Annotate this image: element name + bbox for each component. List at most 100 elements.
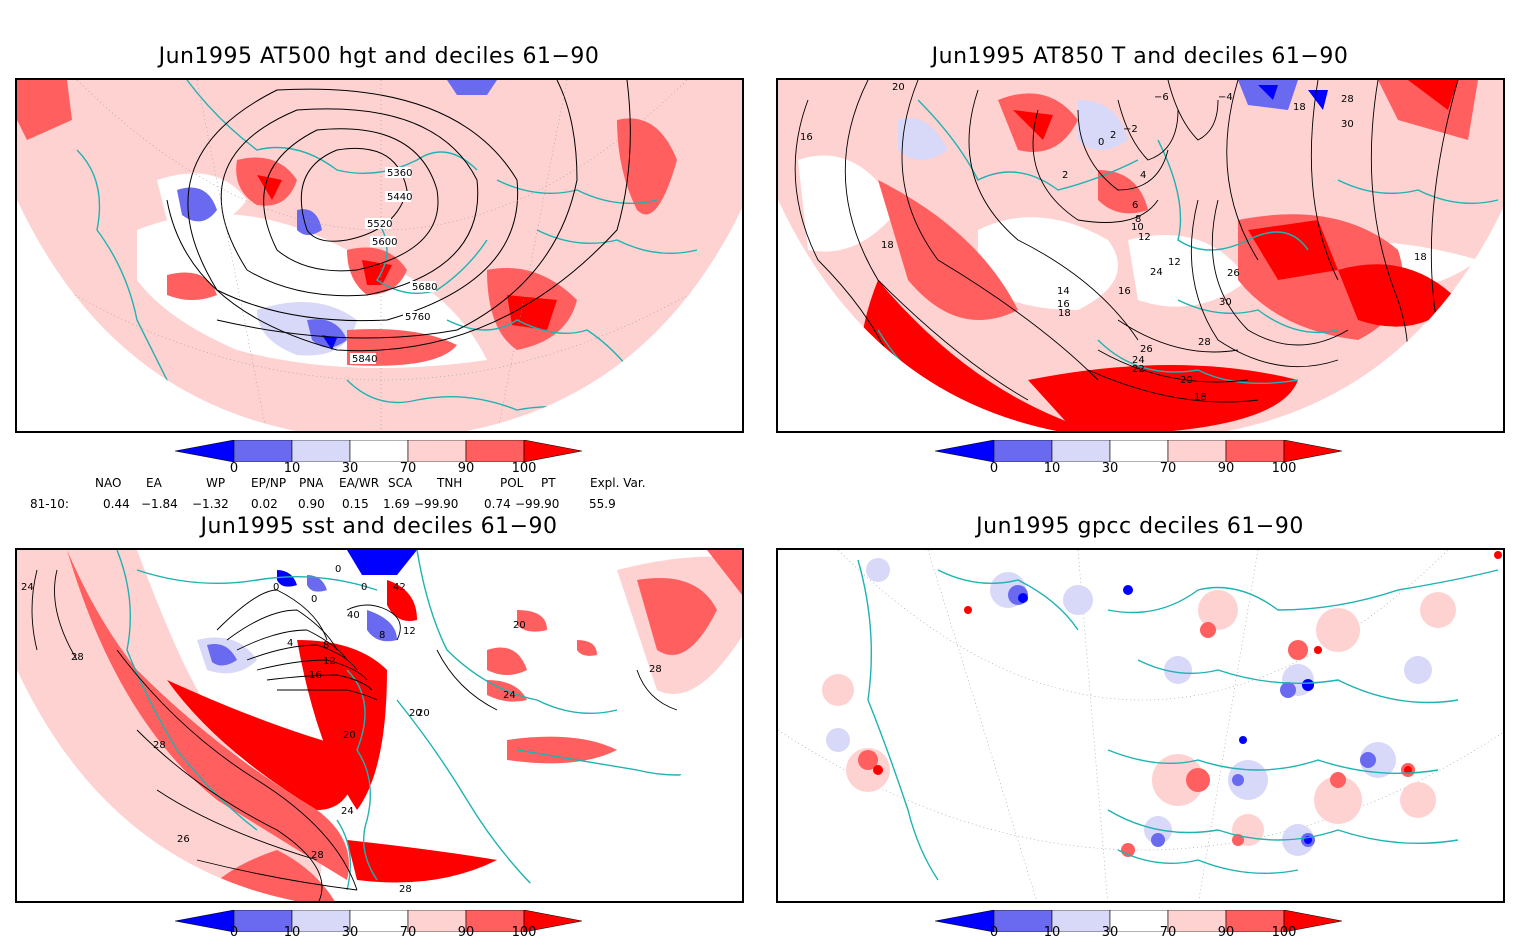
index-header: SCA [388,476,413,490]
index-header: Expl. Var. [590,476,646,490]
index-header: NAO [95,476,122,490]
cbar-swatch [1225,440,1285,462]
svg-text:−4: −4 [1218,92,1233,103]
panel-title-at850: Jun1995 AT850 T and deciles 61−90 [931,44,1349,69]
svg-text:0: 0 [361,582,367,593]
svg-text:10: 10 [1131,222,1144,233]
index-value: −99.90 [414,497,459,511]
cbar-tick: 10 [1043,925,1061,940]
colorbar-swatches [935,440,1343,462]
svg-text:5840: 5840 [352,354,377,365]
svg-text:16: 16 [1057,299,1070,310]
cbar-swatch [291,440,351,462]
svg-text:8: 8 [379,630,385,641]
svg-text:18: 18 [881,240,894,251]
svg-text:24: 24 [1150,267,1163,278]
map-gpcc [776,548,1505,903]
index-value: 0.02 [251,497,278,511]
index-value: 1.69 [383,497,410,511]
svg-text:26: 26 [1140,344,1153,355]
cbar-tick: 30 [341,925,359,940]
svg-text:12: 12 [323,656,336,667]
svg-text:16: 16 [800,132,813,143]
colorbar-at500: 0 10 30 70 90 100 [175,440,595,480]
svg-text:28: 28 [153,740,166,751]
map-at850-t: 20 −6 −4 16 18 28 30 2 0 −2 2 4 6 8 10 1… [776,78,1505,433]
svg-text:26: 26 [177,834,190,845]
svg-text:18: 18 [1293,102,1306,113]
svg-text:4: 4 [287,638,293,649]
cbar-tick: 0 [229,925,239,940]
svg-text:12: 12 [403,626,416,637]
cbar-tick: 0 [229,461,239,476]
svg-text:20: 20 [417,708,430,719]
svg-text:5760: 5760 [405,312,430,323]
index-value: −1.84 [141,497,178,511]
cbar-tick: 90 [457,925,475,940]
map-at850-svg: 20 −6 −4 16 18 28 30 2 0 −2 2 4 6 8 10 1… [778,80,1503,431]
index-row-label: 81-10: [30,497,69,511]
cbar-tick: 10 [1043,461,1061,476]
svg-text:18: 18 [1414,252,1427,263]
cbar-tick: 70 [1159,925,1177,940]
svg-text:24: 24 [341,806,354,817]
svg-text:5680: 5680 [412,282,437,293]
svg-text:0: 0 [335,564,341,575]
map-at500-svg: 5360 5440 5520 5600 5680 5760 5840 [17,80,742,431]
svg-text:2: 2 [1062,170,1068,181]
index-header: EP/NP [251,476,287,490]
svg-text:28: 28 [1341,94,1354,105]
cbar-tick: 30 [341,461,359,476]
index-header: PT [541,476,556,490]
svg-text:28: 28 [71,652,84,663]
cbar-arrow-high [523,440,583,462]
colorbar-at850: 0 10 30 70 90 100 [935,440,1355,480]
svg-text:5440: 5440 [387,192,412,203]
panel-title-gpcc: Jun1995 gpcc deciles 61−90 [976,514,1304,539]
cbar-arrow-high [1283,440,1343,462]
cbar-arrow-low [175,440,235,462]
cbar-tick: 30 [1101,925,1119,940]
svg-text:30: 30 [1341,119,1354,130]
colorbar-swatches [175,910,583,932]
cbar-tick: 70 [1159,461,1177,476]
map-sst-svg: 24 28 0 0 0 0 8 42 40 4 8 12 16 20 20 24… [17,550,742,901]
svg-text:24: 24 [21,582,34,593]
colorbar-sst: 0 10 30 70 90 100 [175,910,595,950]
svg-text:12: 12 [1138,232,1151,243]
colorbar-gpcc: 0 10 30 70 90 100 [935,910,1355,950]
svg-text:24: 24 [1132,355,1145,366]
cbar-arrow-low [935,910,995,932]
svg-text:14: 14 [1057,286,1070,297]
cbar-swatch [349,440,409,462]
svg-text:12: 12 [1168,257,1181,268]
cbar-tick: 70 [399,461,417,476]
svg-text:8: 8 [323,640,329,651]
svg-text:0: 0 [311,594,317,605]
map-sst: 24 28 0 0 0 0 8 42 40 4 8 12 16 20 20 24… [15,548,744,903]
svg-text:20: 20 [409,708,422,719]
svg-text:24: 24 [503,690,516,701]
cbar-tick: 90 [457,461,475,476]
svg-text:16: 16 [1118,286,1131,297]
svg-text:5360: 5360 [387,168,412,179]
svg-text:0: 0 [1098,137,1104,148]
cbar-tick: 0 [989,461,999,476]
svg-text:2: 2 [1110,130,1116,141]
cbar-tick: 10 [283,461,301,476]
svg-text:22: 22 [1132,364,1145,375]
index-header: PNA [299,476,324,490]
index-value: 55.9 [589,497,616,511]
cbar-arrow-high [523,910,583,932]
colorbar-swatches [175,440,583,462]
index-header: POL [500,476,524,490]
cbar-swatch [465,440,525,462]
svg-text:5600: 5600 [372,237,397,248]
cbar-arrow-low [935,440,995,462]
panel-title-sst: Jun1995 sst and deciles 61−90 [200,514,558,539]
cbar-swatch [1109,440,1169,462]
cbar-tick: 0 [989,925,999,940]
svg-text:18: 18 [1058,308,1071,319]
index-header: EA/WR [339,476,380,490]
svg-text:18: 18 [1194,392,1207,403]
